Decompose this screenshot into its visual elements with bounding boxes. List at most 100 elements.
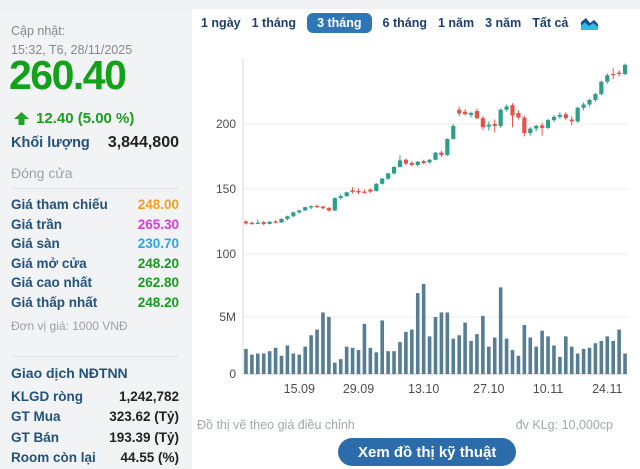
volume-bar xyxy=(492,337,497,374)
area-chart-icon[interactable] xyxy=(581,16,599,30)
volume-bar xyxy=(528,337,533,374)
candle xyxy=(255,222,260,224)
candle xyxy=(569,119,574,122)
volume-bar xyxy=(617,329,621,374)
quote-panel: Cập nhật: 15:32, T6, 28/11/2025 260.40 1… xyxy=(0,9,192,469)
x-tick-label: 10.11 xyxy=(533,382,563,396)
volume-bar xyxy=(569,346,574,374)
row-value: 248.20 xyxy=(137,255,179,271)
candle xyxy=(540,125,545,128)
volume-bar xyxy=(605,336,610,374)
svg-text:5M: 5M xyxy=(219,310,236,324)
candle xyxy=(409,163,414,165)
candle xyxy=(397,160,403,167)
adjusted-price-note: Đồ thị vẽ theo giá điều chỉnh xyxy=(197,418,355,432)
volume-bar xyxy=(291,353,296,374)
svg-text:200: 200 xyxy=(216,117,236,131)
candle xyxy=(386,173,391,179)
svg-text:100: 100 xyxy=(216,247,236,261)
row-value: 248.00 xyxy=(137,197,179,213)
close-label: Đóng cửa xyxy=(11,165,73,181)
technical-chart-button[interactable]: Xem đồ thị kỹ thuật xyxy=(338,438,517,466)
row-value: 1,242,782 xyxy=(118,388,179,404)
info-row: GT Bán 193.39 (Tỷ) xyxy=(11,427,179,448)
candle xyxy=(279,218,284,223)
volume-bar xyxy=(344,346,349,374)
info-row: Giá sàn 230.70 xyxy=(11,234,179,254)
volume-bar xyxy=(261,353,266,374)
candle xyxy=(297,210,302,213)
volume-bar xyxy=(380,320,384,374)
volume-bar xyxy=(327,317,331,374)
candle xyxy=(267,221,272,224)
candle xyxy=(332,198,337,211)
candle xyxy=(291,212,296,217)
volume-bar xyxy=(516,355,521,374)
volume-bar xyxy=(356,350,361,374)
tab-3-tháng[interactable]: 3 tháng xyxy=(307,13,372,33)
volume-bar xyxy=(398,342,402,374)
candle xyxy=(545,120,551,128)
candle xyxy=(587,99,592,105)
candle xyxy=(480,118,485,128)
candle xyxy=(433,152,438,160)
volume-bar xyxy=(386,351,390,374)
row-label: Giá mở cửa xyxy=(11,255,87,271)
volume-bars-group xyxy=(244,283,627,374)
tab-tất-cả[interactable]: Tất cả xyxy=(532,16,569,30)
candle xyxy=(261,222,266,225)
candle xyxy=(421,161,426,163)
candle xyxy=(457,109,462,114)
candle xyxy=(557,114,562,117)
candle xyxy=(474,111,480,119)
x-tick-label: 29.09 xyxy=(343,382,374,396)
info-row: KLGD ròng 1,242,782 xyxy=(11,386,179,407)
unit-note: Đơn vị giá: 1000 VNĐ xyxy=(11,319,128,333)
volume-bar xyxy=(374,352,379,374)
candle xyxy=(504,106,509,110)
volume-bar xyxy=(433,317,438,374)
tab-1-tháng[interactable]: 1 tháng xyxy=(251,16,297,30)
last-price: 260.40 xyxy=(9,52,127,98)
tab-1-năm[interactable]: 1 năm xyxy=(437,16,475,30)
volume-bar xyxy=(404,331,408,374)
volume-bar xyxy=(498,287,503,374)
candle xyxy=(516,112,521,118)
candle xyxy=(350,190,355,192)
tab-3-năm[interactable]: 3 năm xyxy=(485,16,522,30)
candle xyxy=(326,207,331,211)
candle xyxy=(362,191,367,193)
candle xyxy=(439,152,444,156)
price-info-list: Giá tham chiếu 248.00 Giá trần 265.30 Giá sà… xyxy=(11,188,179,312)
info-row: Giá tham chiếu 248.00 xyxy=(11,195,179,215)
candle xyxy=(243,221,249,224)
candle xyxy=(403,159,408,164)
row-value: 248.20 xyxy=(137,294,179,310)
volume-bar xyxy=(593,343,598,374)
volume-bar xyxy=(587,347,592,374)
volume-bar xyxy=(611,340,615,374)
tab-6-tháng[interactable]: 6 tháng xyxy=(382,16,427,30)
volume-bar xyxy=(421,283,426,374)
volume-bar xyxy=(534,346,538,374)
tab-1-ngày[interactable]: 1 ngày xyxy=(201,16,241,30)
volume-bar xyxy=(362,323,367,374)
candlestick-volume-chart: 200 150 100 5M 0 15.09 29.09 13.10 27.10 10.11 24.… xyxy=(216,58,628,396)
volume-bar xyxy=(321,312,325,374)
x-tick-label: 27.10 xyxy=(473,382,504,396)
volume-bar xyxy=(315,329,319,374)
candle xyxy=(463,111,468,115)
row-value: 323.62 (Tỷ) xyxy=(109,409,179,425)
volume-bar xyxy=(256,353,260,374)
candle xyxy=(563,114,568,119)
candle xyxy=(320,206,326,209)
volume-bar xyxy=(439,312,444,374)
candle xyxy=(599,81,604,95)
volume-row: Khối lượng 3,844,800 xyxy=(11,134,179,152)
x-tick-label: 24.11 xyxy=(592,382,622,396)
volume-bar xyxy=(368,347,373,374)
volume-bar xyxy=(303,346,307,374)
volume-bar xyxy=(487,346,491,374)
candle xyxy=(551,116,557,121)
candle xyxy=(534,125,539,129)
